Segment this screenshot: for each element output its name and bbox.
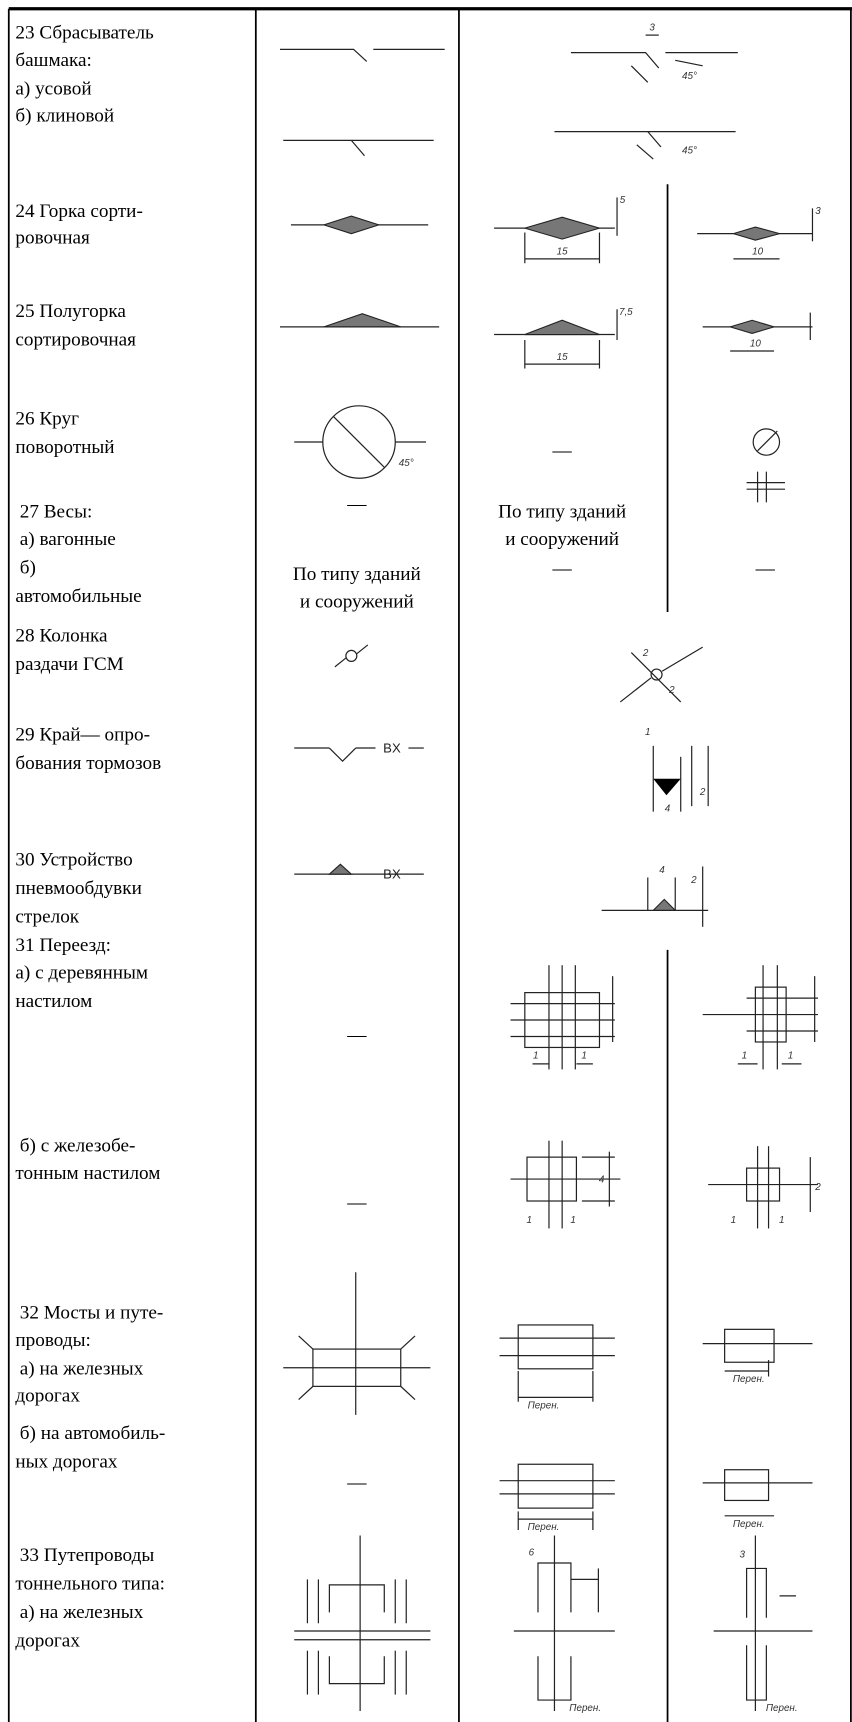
row-label: 29 Край— опро-	[15, 724, 150, 745]
row-label: 23 Сбрасыватель	[15, 22, 154, 43]
dim-label: 3	[649, 23, 655, 34]
bx-label: BX	[383, 740, 401, 755]
row-label: б) с железобе-	[20, 1136, 136, 1157]
row-label: тонным настилом	[15, 1163, 160, 1184]
row-label: 25 Полугорка	[15, 301, 126, 322]
row-label: 28 Колонка	[15, 626, 108, 647]
row-label: б) на автомобиль-	[20, 1423, 166, 1444]
row-label: а) с деревянным	[15, 962, 148, 983]
dim-label: 1	[742, 1050, 747, 1061]
cell-text: —	[346, 1193, 367, 1214]
cell-text: —	[552, 440, 573, 461]
row-label: а) вагонные	[20, 529, 116, 550]
cell-texts: — По типу зданий и сооружений По типу зд…	[293, 440, 776, 1493]
cell-text: и сооружений	[300, 592, 414, 613]
row-label: тоннельного типа:	[15, 1573, 165, 1594]
row-label: настилом	[15, 991, 92, 1012]
row-label: дорогах	[15, 1630, 80, 1651]
dim-label: 4	[659, 865, 665, 876]
row-label: проводы:	[15, 1330, 90, 1351]
row-label: сортировочная	[15, 330, 136, 351]
row-labels: 23 Сбрасыватель башмака: а) усовой б) кл…	[15, 22, 165, 1651]
row-label: пневмообдувки	[15, 878, 141, 899]
dim-label: 15	[557, 246, 568, 257]
dim-label: 45°	[682, 146, 697, 157]
dim-label: 1	[645, 727, 650, 738]
row-label: ровочная	[15, 228, 90, 249]
dim-label: 3	[739, 1549, 745, 1560]
row-label: а) усовой	[15, 78, 91, 99]
dim-label: Перен.	[528, 1400, 560, 1411]
row-label: башмака:	[15, 50, 92, 71]
row-label: автомобильные	[15, 586, 141, 607]
dim-label: 3	[815, 206, 821, 217]
dim-label: 6	[529, 1547, 535, 1558]
dim-label: 2	[814, 1182, 821, 1193]
dim-label: 2	[699, 787, 706, 798]
dim-label: 2	[642, 648, 649, 659]
cell-text: По типу зданий	[498, 502, 626, 523]
row-label: 27 Весы:	[20, 502, 93, 523]
dim-label: Перен.	[733, 1374, 765, 1385]
cell-text: —	[346, 1025, 367, 1046]
bx-label: BX	[383, 867, 401, 882]
dim-label: 45°	[682, 71, 697, 82]
dim-label: 5	[620, 195, 626, 206]
row-label: 24 Горка сорти-	[15, 201, 142, 222]
row-label: б)	[20, 558, 36, 579]
row-label: а) на железных	[20, 1358, 144, 1379]
dim-label: Перен.	[766, 1703, 798, 1714]
dim-label: 2	[690, 875, 697, 886]
dim-label: Перен.	[733, 1519, 765, 1530]
cell-text: —	[346, 1472, 367, 1493]
cell-text: —	[346, 494, 367, 515]
dim-label: 2	[668, 685, 675, 696]
dim-label: 1	[570, 1215, 575, 1226]
row-label: стрелок	[15, 906, 79, 927]
cell-text: —	[755, 559, 776, 580]
dim-label: 1	[779, 1215, 784, 1226]
dim-label: 45°	[399, 458, 414, 469]
row-label: поворотный	[15, 437, 114, 458]
row-label: а) на железных	[20, 1602, 144, 1623]
row-label: 30 Устройство	[15, 849, 132, 870]
row-label: 31 Переезд:	[15, 935, 111, 956]
row-label: ных дорогах	[15, 1452, 118, 1473]
dim-label: 1	[731, 1215, 736, 1226]
dim-label: 10	[750, 339, 761, 350]
dim-label: 15	[557, 352, 568, 363]
dim-label: 1	[526, 1215, 531, 1226]
row-label: 33 Путепроводы	[20, 1545, 155, 1566]
drawings	[279, 34, 818, 1712]
row-label: дорогах	[15, 1386, 80, 1407]
dimension-labels: 3 45° 45° 5 15 3 10 7,5 15 10 45° 2 2 BX…	[383, 23, 821, 1714]
row-label: раздачи ГСМ	[15, 654, 123, 675]
dim-label: 1	[533, 1050, 538, 1061]
row-label: бования тормозов	[15, 753, 161, 774]
dim-label: 1	[581, 1050, 586, 1061]
cell-text: и сооружений	[505, 529, 619, 550]
cell-text: По типу зданий	[293, 564, 421, 585]
table-grid	[7, 7, 852, 1722]
row-label: 26 Круг	[15, 408, 79, 429]
dim-label: Перен.	[528, 1522, 560, 1533]
dim-label: Перен.	[569, 1703, 601, 1714]
dim-label: 4	[599, 1174, 605, 1185]
dim-label: 10	[752, 246, 763, 257]
row-label: б) клиновой	[15, 106, 114, 127]
row-label: 32 Мосты и путе-	[20, 1302, 164, 1323]
dim-label: 1	[788, 1050, 793, 1061]
dim-label: 7,5	[619, 307, 633, 318]
dim-label: 4	[665, 804, 671, 815]
cell-text: —	[552, 559, 573, 580]
